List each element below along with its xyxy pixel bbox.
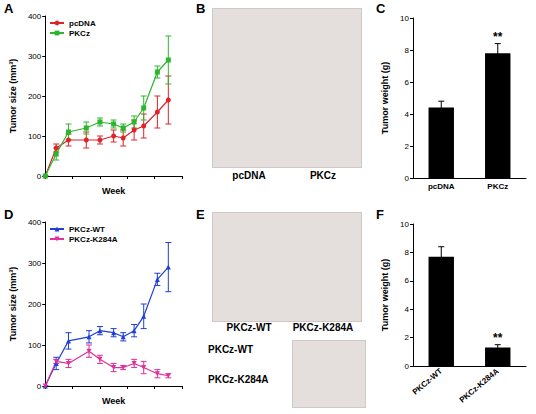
svg-text:Week: Week xyxy=(102,186,126,196)
svg-text:6: 6 xyxy=(405,276,410,285)
svg-text:10: 10 xyxy=(400,14,409,23)
svg-text:0: 0 xyxy=(37,172,42,181)
svg-text:6: 6 xyxy=(405,78,410,87)
svg-text:pcDNA: pcDNA xyxy=(69,19,96,28)
svg-text:200: 200 xyxy=(28,92,42,101)
svg-text:PKCz: PKCz xyxy=(69,29,90,38)
html-text:F: F xyxy=(376,207,384,222)
html-text:pcDNA: pcDNA xyxy=(232,170,266,181)
svg-text:100: 100 xyxy=(28,132,42,141)
svg-text:2: 2 xyxy=(405,142,410,151)
svg-text:PKCz-WT: PKCz-WT xyxy=(69,225,105,234)
html-text:E: E xyxy=(196,207,205,222)
html-text:PKCz-K284A: PKCz-K284A xyxy=(208,374,269,385)
svg-text:**: ** xyxy=(493,30,503,44)
html-text:PKCz: PKCz xyxy=(309,170,337,181)
svg-text:0: 0 xyxy=(405,362,410,371)
svg-text:Tumor size (mm³): Tumor size (mm³) xyxy=(8,267,18,341)
svg-text:400: 400 xyxy=(28,12,42,21)
svg-text:300: 300 xyxy=(28,259,42,268)
svg-text:Week: Week xyxy=(102,396,126,406)
svg-text:Tumor weight (g): Tumor weight (g) xyxy=(380,259,390,331)
html-text:B: B xyxy=(196,1,206,16)
svg-text:2: 2 xyxy=(405,333,410,342)
svg-text:pcDNA: pcDNA xyxy=(428,182,455,191)
svg-text:300: 300 xyxy=(28,52,42,61)
html-text:A: A xyxy=(4,1,14,16)
html-text:PKCz-K284A: PKCz-K284A xyxy=(292,322,354,333)
svg-text:200: 200 xyxy=(28,300,42,309)
svg-text:PKCz-K284A: PKCz-K284A xyxy=(69,235,118,244)
svg-text:Tumor size (mm³): Tumor size (mm³) xyxy=(8,59,18,133)
html-text:D: D xyxy=(4,207,14,222)
svg-text:4: 4 xyxy=(405,305,410,314)
html-text:C: C xyxy=(376,1,386,16)
svg-text:0: 0 xyxy=(37,382,42,391)
svg-text:Tumor weight (g): Tumor weight (g) xyxy=(380,62,390,134)
svg-text:8: 8 xyxy=(405,248,410,257)
svg-text:PKCz-WT: PKCz-WT xyxy=(411,366,444,396)
svg-text:100: 100 xyxy=(28,341,42,350)
svg-text:8: 8 xyxy=(405,46,410,55)
html-text:PKCz-WT: PKCz-WT xyxy=(208,344,253,355)
svg-text:PKCz: PKCz xyxy=(487,182,508,191)
svg-text:0: 0 xyxy=(405,174,410,183)
svg-text:**: ** xyxy=(493,331,503,345)
svg-text:4: 4 xyxy=(405,110,410,119)
svg-text:PKCz-K284A: PKCz-K284A xyxy=(458,366,501,404)
svg-text:10: 10 xyxy=(400,220,409,229)
svg-text:400: 400 xyxy=(28,218,42,227)
html-text:PKCz-WT: PKCz-WT xyxy=(226,322,272,333)
